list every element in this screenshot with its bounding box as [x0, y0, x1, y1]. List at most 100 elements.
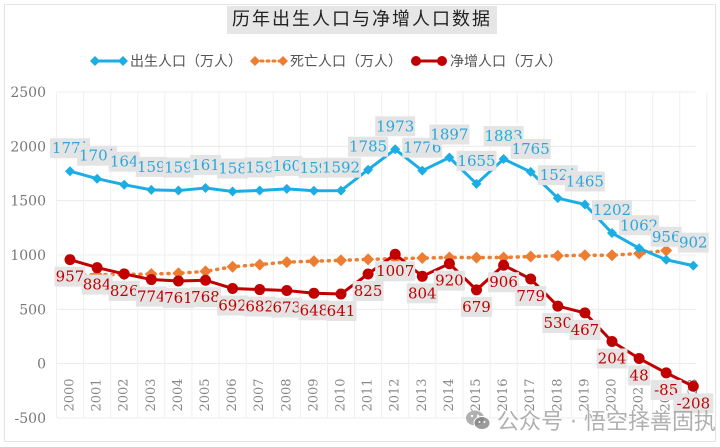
data-point-deaths: [253, 258, 266, 271]
data-point-net: [606, 335, 618, 347]
data-point-births: [579, 199, 590, 210]
data-label-text: 1973: [376, 117, 414, 135]
data-point-deaths: [307, 255, 320, 268]
data-label-text: 920: [435, 272, 464, 290]
data-label-bg: [352, 281, 384, 302]
x-tick-label: 2020: [605, 378, 620, 411]
x-tick-label: 2015: [469, 378, 484, 411]
data-label-text: 774: [137, 288, 166, 306]
chart-legend: 出生人口（万人） 死亡人口（万人） 净增人口（万人）: [90, 50, 562, 72]
data-label-bg: [244, 296, 276, 317]
chart-frame: [4, 4, 716, 442]
data-label-net: 467: [569, 319, 601, 340]
data-label-births: 161: [190, 154, 221, 175]
legend-item-births[interactable]: 出生人口（万人）: [90, 51, 242, 71]
data-label-text: 160: [272, 157, 301, 175]
data-label-net: 906: [488, 272, 520, 293]
data-label-text: -85: [654, 381, 678, 399]
data-label-net: 641: [325, 301, 357, 322]
data-label-text: 1655: [457, 152, 495, 170]
x-tick-label: 2014: [442, 378, 457, 411]
data-label-text: 1202: [593, 201, 631, 219]
data-label-bg: [375, 261, 416, 282]
data-label-births: 158: [217, 158, 249, 179]
x-tick-label: 2010: [334, 378, 349, 411]
data-point-births: [363, 164, 374, 175]
x-tick-label: 2005: [198, 378, 213, 411]
data-label-births: 1202: [592, 200, 632, 221]
data-point-net: [525, 273, 537, 285]
data-label-text: 1007: [376, 262, 414, 280]
data-label-births: 1465: [564, 171, 605, 192]
data-label-bg: [108, 151, 140, 172]
y-tick-label: 500: [19, 302, 46, 318]
data-point-births: [661, 254, 672, 265]
x-tick-label: 2001: [90, 378, 105, 411]
data-point-births: [688, 260, 699, 271]
data-point-deaths: [172, 267, 185, 280]
watermark: 公众号 · 悟空择善固执: [465, 404, 716, 436]
data-point-deaths: [226, 260, 239, 273]
data-point-births: [119, 179, 130, 190]
data-label-births: 902: [677, 232, 709, 253]
data-label-net: 884: [81, 274, 113, 295]
data-point-net: [660, 367, 672, 379]
data-label-net: 957: [54, 266, 86, 287]
legend-label-births: 出生人口（万人）: [130, 54, 242, 70]
legend-item-deaths[interactable]: 死亡人口（万人）: [250, 51, 402, 71]
data-label-text: 1465: [566, 172, 604, 190]
data-point-births: [417, 165, 428, 176]
data-label-text: 158: [218, 160, 247, 178]
data-label-text: 682: [245, 298, 274, 316]
data-point-births: [498, 154, 509, 165]
data-label-bg: [429, 124, 470, 145]
data-label-bg: [510, 138, 551, 159]
data-point-net: [443, 258, 455, 270]
y-tick-label: 2500: [10, 85, 46, 101]
data-point-net: [308, 287, 320, 299]
data-point-net: [172, 275, 184, 287]
data-label-net: 204: [596, 348, 628, 369]
data-label-bg: [628, 365, 651, 386]
data-label-net: 1007: [375, 261, 416, 282]
x-tick-label: 2016: [496, 378, 511, 411]
data-label-bg: [108, 280, 140, 301]
data-label-bg: [488, 272, 520, 293]
data-label-bg: [592, 200, 632, 221]
data-point-births: [471, 178, 482, 189]
data-label-text: 159: [164, 159, 193, 177]
data-label-text: 1785: [349, 138, 387, 156]
data-label-births: 1655: [456, 150, 497, 171]
data-label-bg: [650, 226, 682, 247]
data-point-deaths: [335, 254, 347, 267]
data-point-births: [634, 243, 645, 254]
data-point-deaths: [416, 252, 429, 265]
data-point-deaths: [578, 249, 591, 262]
data-label-text: 884: [83, 276, 112, 294]
data-label-net: 682: [244, 296, 276, 317]
data-point-net: [227, 282, 239, 294]
x-tick-label: 2003: [144, 378, 159, 411]
data-label-bg: [456, 150, 497, 171]
data-point-births: [390, 144, 401, 155]
data-point-births: [336, 185, 346, 196]
data-point-births: [92, 173, 103, 184]
y-tick-label: 0: [37, 357, 46, 373]
data-point-net: [145, 274, 157, 286]
y-tick-label: 1500: [10, 194, 46, 210]
data-label-text: 692: [218, 296, 247, 314]
data-point-births: [65, 166, 75, 177]
data-label-births: 159: [162, 157, 194, 178]
data-label-bg: [321, 157, 361, 178]
data-label-net: 804: [406, 283, 438, 304]
legend-item-net[interactable]: 净增人口（万人）: [410, 51, 562, 71]
data-label-net: -208: [673, 393, 714, 414]
data-point-net: [416, 270, 428, 282]
data-point-births: [308, 185, 319, 196]
data-point-births: [227, 186, 238, 197]
x-tick-label: 2011: [361, 378, 376, 411]
data-label-births: 1897: [429, 124, 470, 145]
data-label-births: 170˙: [77, 145, 118, 166]
data-label-births: 1592: [321, 157, 361, 178]
